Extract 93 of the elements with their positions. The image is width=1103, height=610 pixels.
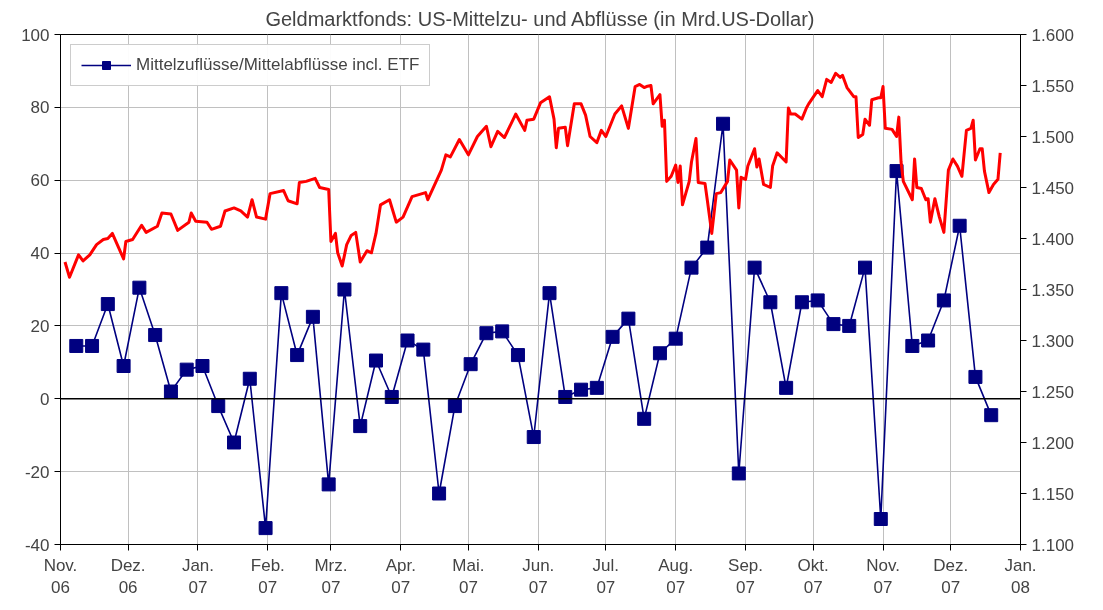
point bbox=[305, 309, 320, 324]
y2-tick-label: 1.550 bbox=[1031, 76, 1075, 96]
point bbox=[148, 328, 163, 343]
point bbox=[337, 282, 352, 297]
point bbox=[321, 477, 336, 492]
point bbox=[542, 286, 557, 301]
point bbox=[510, 348, 525, 363]
x-tick-label: Jul. 07 bbox=[592, 555, 620, 598]
point bbox=[274, 286, 289, 301]
point bbox=[432, 486, 447, 501]
y-tick-label: -40 bbox=[24, 535, 50, 555]
x-tick-label: Apr. 07 bbox=[385, 555, 416, 598]
y2-tick-label: 1.250 bbox=[1031, 382, 1075, 402]
x-tick-label: Nov. 06 bbox=[43, 555, 78, 598]
y-tick-label: 100 bbox=[21, 25, 50, 45]
point bbox=[242, 371, 257, 386]
x-tick-label: Mai. 07 bbox=[452, 555, 485, 598]
point bbox=[810, 293, 825, 308]
point bbox=[100, 297, 115, 312]
point bbox=[905, 338, 920, 353]
point bbox=[952, 218, 967, 233]
point bbox=[700, 240, 715, 255]
y2-tick-label: 1.400 bbox=[1031, 229, 1075, 249]
y2-tick-label: 1.200 bbox=[1031, 433, 1075, 453]
point bbox=[574, 382, 589, 397]
y-tick-label: -20 bbox=[24, 462, 50, 482]
point bbox=[684, 260, 699, 275]
point bbox=[258, 521, 273, 536]
y2-tick-label: 1.450 bbox=[1031, 178, 1075, 198]
point bbox=[211, 399, 226, 414]
point bbox=[589, 380, 604, 395]
x-tick-label: Dez. 07 bbox=[933, 555, 969, 598]
point bbox=[132, 280, 147, 295]
point bbox=[826, 317, 841, 332]
point bbox=[163, 384, 178, 399]
chart-title: Geldmarktfonds: US-Mittelzu- und Abflüsse (in Mrd.US-Dollar) bbox=[265, 7, 815, 30]
point bbox=[873, 512, 888, 526]
point bbox=[668, 331, 683, 346]
point bbox=[605, 329, 620, 344]
point bbox=[526, 430, 541, 445]
point bbox=[621, 311, 636, 326]
point bbox=[984, 408, 999, 423]
point bbox=[936, 293, 951, 308]
point bbox=[763, 295, 778, 310]
line-series bbox=[63, 71, 1002, 279]
y-tick-label: 20 bbox=[30, 316, 50, 336]
point bbox=[353, 419, 368, 434]
x-tick-label: Okt. 07 bbox=[797, 555, 829, 598]
point bbox=[858, 260, 873, 275]
y-tick-label: 80 bbox=[30, 98, 50, 118]
point bbox=[794, 295, 809, 310]
y-tick-label: 0 bbox=[40, 389, 50, 409]
point bbox=[779, 380, 794, 395]
legend-label: Mittelzuflüsse/Mittelabflüsse incl. ETF bbox=[136, 55, 420, 75]
point bbox=[69, 338, 84, 353]
x-tick-label: Jan. 08 bbox=[1004, 555, 1037, 598]
y2-tick-label: 1.150 bbox=[1031, 484, 1075, 504]
x-tick-label: Jun. 07 bbox=[522, 555, 555, 598]
point bbox=[968, 369, 983, 384]
x-tick-label: Aug. 07 bbox=[658, 555, 694, 598]
y2-tick-label: 1.100 bbox=[1031, 535, 1075, 555]
y2-tick-label: 1.350 bbox=[1031, 280, 1075, 300]
point bbox=[195, 359, 210, 373]
point bbox=[368, 353, 383, 368]
point bbox=[495, 324, 510, 339]
point bbox=[921, 333, 936, 348]
x-tick-label: Feb. 07 bbox=[250, 555, 285, 598]
x-tick-label: Sep. 07 bbox=[728, 555, 764, 598]
point bbox=[447, 399, 462, 414]
point bbox=[463, 357, 478, 372]
point bbox=[842, 318, 857, 333]
point bbox=[400, 333, 415, 348]
point bbox=[731, 466, 746, 481]
y-tick-label: 60 bbox=[30, 171, 50, 191]
point bbox=[85, 338, 100, 353]
y2-tick-label: 1.600 bbox=[1031, 25, 1075, 45]
y2-tick-label: 1.500 bbox=[1031, 127, 1075, 147]
y-tick-label: 40 bbox=[30, 244, 50, 264]
point bbox=[290, 348, 305, 363]
point bbox=[716, 116, 731, 131]
point bbox=[116, 359, 131, 373]
point bbox=[179, 362, 194, 377]
point bbox=[637, 411, 652, 426]
point bbox=[652, 346, 667, 361]
point bbox=[416, 342, 431, 357]
y2-tick-label: 1.300 bbox=[1031, 331, 1075, 351]
x-tick-label: Nov. 07 bbox=[866, 555, 900, 598]
x-tick-label: Mrz. 07 bbox=[314, 555, 348, 598]
x-tick-label: Dez. 06 bbox=[110, 555, 146, 598]
point bbox=[479, 326, 494, 341]
point bbox=[227, 435, 242, 450]
point bbox=[747, 260, 762, 275]
x-tick-label: Jan. 07 bbox=[181, 555, 215, 598]
